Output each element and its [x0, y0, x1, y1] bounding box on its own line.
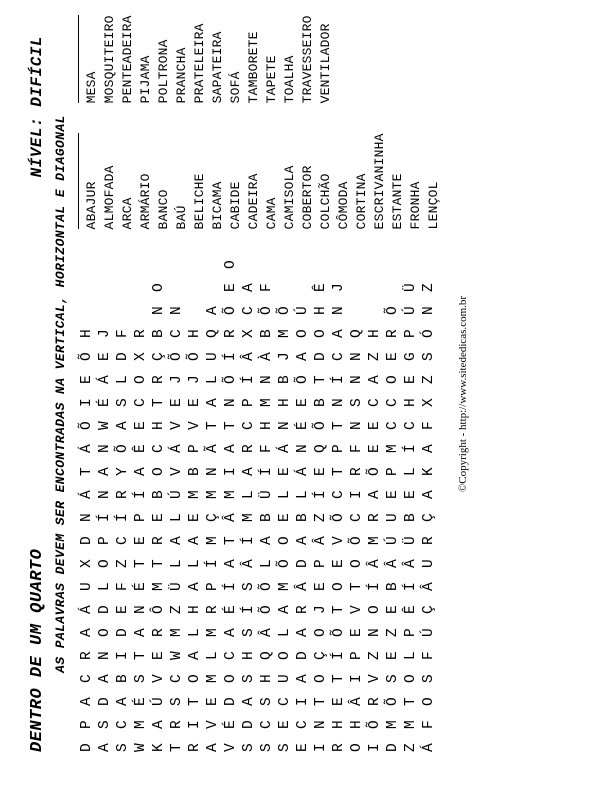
word-item: PIJAMA [137, 15, 155, 103]
grid-row: R I T O A L H A L A E M B P V E J Õ H [186, 257, 204, 752]
grid-row: E C I A D A R Â D A B L Á N É E Õ A O Ú [294, 257, 312, 752]
word-item: PENTEADEIRA [119, 15, 137, 103]
word-item: CAMA [263, 133, 281, 229]
word-item: ARCA [119, 133, 137, 229]
word-item: LENÇOL [425, 133, 443, 229]
word-item: CABIDE [227, 133, 245, 229]
grid-row: I Õ R V Z N O Í Â M R A Õ E E C A Z H [366, 257, 384, 752]
word-item: SOFÁ [227, 15, 245, 103]
grid-row: T R S C W M Z Ü L A L Ú V Á V E J Õ C N [168, 257, 186, 752]
word-item: COBERTOR [299, 133, 317, 229]
word-item: ABAJUR [83, 133, 101, 229]
word-item: BELICHE [191, 133, 209, 229]
grid-row: K A Ú V E R Ô M T R E B O C H T R Ç B N … [150, 257, 168, 752]
word-item: ESTANTE [389, 133, 407, 229]
word-item: MOSQUITEIRO [101, 15, 119, 103]
word-item: CAMISOLA [281, 133, 299, 229]
grid-row: O H Â I P E V T O Õ C I R F N S N N Q [348, 257, 366, 752]
grid-row: Á F O S F Ú Ç Â U R Ç A K A F X Z S Ó N … [420, 257, 438, 752]
grid-row: D M Õ S E Z E B Â Ú U E P M C C O E R Õ [384, 257, 402, 752]
word-item: TAMBORETE [245, 15, 263, 103]
word-list-col2: MESAMOSQUITEIROPENTEADEIRAPIJAMAPOLTRONA… [78, 15, 443, 103]
grid-row: S C A B I D E F Z C Í R Y Õ A S L D F [114, 257, 132, 752]
word-item: CADEIRA [245, 133, 263, 229]
grid-row: R H E T Í Õ T O E V Õ C T P T N Í C A N … [330, 257, 348, 752]
word-item: BAÚ [173, 133, 191, 229]
word-item: COLCHÃO [317, 133, 335, 229]
word-item: CÔMODA [335, 133, 353, 229]
word-item: BANCO [155, 133, 173, 229]
grid-row: S C S H Q Â Õ Õ L A B Ü Í F H M N À B Õ … [258, 257, 276, 752]
grid-row: A S D A N O D L O P Í N A N W É Á E J [96, 257, 114, 752]
word-item: ALMOFADA [101, 133, 119, 229]
copyright-footer: ©Copyright - http://www.sitededicas.com.… [457, 36, 469, 752]
word-item: FRONHA [407, 133, 425, 229]
grid-row: A V E M L M R P Í M Ç M N Ã T A L U Q A [204, 257, 222, 752]
grid-row: V É D O C A É Í A T Â M I A T N Õ Í R Õ … [222, 257, 240, 752]
grid-row: S D A S H S Í S Â Í M L A R C P Í Â X C … [240, 257, 258, 752]
word-item: PRATELEIRA [191, 15, 209, 103]
letter-grid: D P A C R A Á U X D N Á T Á Õ I E Õ HA S… [78, 257, 443, 752]
grid-row: S E C U O L A M Õ O E L E Á N H B J M Õ [276, 257, 294, 752]
word-list-col1: ABAJURALMOFADAARCAARMÁRIOBANCOBAÚBELICHE… [78, 133, 443, 229]
grid-row: D P A C R A Á U X D N Á T Á Õ I E Õ H [78, 257, 96, 752]
instructions: AS PALAVRAS DEVEM SER ENCONTRADAS NA VER… [53, 115, 68, 673]
word-item: BICAMA [209, 133, 227, 229]
word-item: MESA [83, 15, 101, 103]
word-item: PRANCHA [173, 15, 191, 103]
word-item: ARMÁRIO [137, 133, 155, 229]
word-item: ESCRIVANINHA [371, 133, 389, 229]
grid-row: W M É S T A N É T E P Í A Ê E C O X R [132, 257, 150, 752]
word-item: TOALHA [281, 15, 299, 103]
word-item: POLTRONA [155, 15, 173, 103]
page-title: DENTRO DE UM QUARTO [28, 549, 47, 752]
grid-row: Z M T O L P Ê Í Â Ü B E L Í C H E G P Ú … [402, 257, 420, 752]
word-item: SAPATEIRA [209, 15, 227, 103]
word-item: TAPETE [263, 15, 281, 103]
difficulty-level: NÍVEL: DIFÍCIL [28, 36, 46, 177]
grid-row: I N T O Ç O J E P Â Z Í E Q Õ B T D O H … [312, 257, 330, 752]
word-item: CORTINA [353, 133, 371, 229]
word-item: TRAVESSEIRO [299, 15, 317, 103]
word-item: VENTILADOR [317, 15, 335, 103]
